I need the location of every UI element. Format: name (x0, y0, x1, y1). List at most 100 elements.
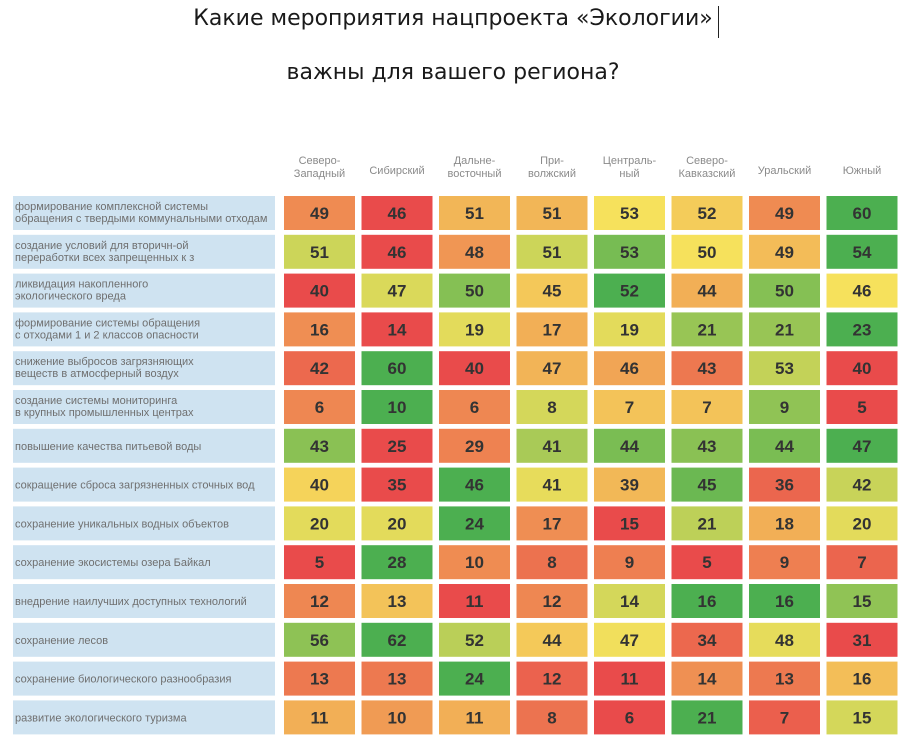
cell-value-label: 43 (698, 359, 717, 378)
cell-value-label: 44 (698, 282, 717, 301)
cell-value-label: 18 (775, 514, 794, 533)
heatmap-cell (594, 661, 665, 696)
heatmap-cell (516, 234, 588, 269)
cell-value-label: 16 (310, 320, 329, 339)
column-header-line: При- (540, 155, 564, 167)
row-label-background (13, 196, 275, 230)
heatmap-cell (516, 196, 588, 230)
row-label-line: внедрение наилучших доступных технологий (15, 596, 247, 608)
heatmap-cell (594, 467, 665, 502)
cell-value-label: 35 (388, 476, 407, 495)
cell-value-label: 56 (310, 631, 329, 650)
cell-value-label: 21 (698, 708, 717, 727)
column-header-line: Западный (294, 168, 345, 180)
row-label: ликвидация накопленного экологического вр… (15, 279, 148, 303)
column-header-line: Централь- (603, 155, 657, 167)
row-label-background (13, 273, 275, 308)
column-header-line: Кавказский (679, 168, 736, 180)
column-header: Централь-ный (603, 155, 657, 180)
row-label-line: формирование системы обращения (15, 317, 200, 329)
cell-value-label: 44 (620, 437, 639, 456)
heatmap-cell (284, 584, 355, 618)
row-label-line: снижение выбросов загрязняющих (15, 356, 194, 368)
heatmap-cell (361, 390, 433, 424)
cell-value-label: 46 (388, 204, 407, 223)
cell-value-label: 6 (625, 708, 634, 727)
heatmap-cell (516, 428, 588, 463)
row-label: сохранение биологического разнообразия (15, 674, 231, 686)
heatmap-cell (439, 622, 510, 657)
column-header-line: Северо- (299, 155, 341, 167)
cell-value-label: 39 (620, 476, 639, 495)
row-label-line: сохранение экосистемы озера Байкал (15, 557, 211, 569)
row-label-line: создание системы мониторинга (15, 395, 178, 407)
cell-value-label: 14 (698, 670, 717, 689)
cell-value-label: 45 (698, 476, 717, 495)
heatmap-cell (671, 234, 743, 269)
column-header-line: Северо- (686, 155, 728, 167)
cell-value-label: 10 (465, 553, 484, 572)
heatmap-cell (749, 467, 820, 502)
cell-value-label: 45 (543, 282, 562, 301)
heatmap-cell (284, 661, 355, 696)
heatmap-cell (749, 196, 820, 230)
cell-value-label: 53 (620, 204, 639, 223)
cell-value-label: 51 (465, 204, 484, 223)
cell-value-label: 19 (620, 320, 639, 339)
row-label-background (13, 351, 275, 386)
cell-value-label: 42 (853, 476, 872, 495)
cell-value-label: 21 (698, 514, 717, 533)
cell-value-label: 41 (543, 437, 562, 456)
cell-value-label: 40 (465, 359, 484, 378)
row-label: создание системы мониторинга в крупных пр… (15, 395, 194, 419)
row-label-background (13, 545, 275, 580)
heatmap-cell (671, 390, 743, 424)
heatmap-cell (284, 545, 355, 580)
heatmap-cell (671, 622, 743, 657)
heatmap-cell (516, 390, 588, 424)
heatmap-cell (439, 428, 510, 463)
cell-value-label: 54 (853, 243, 872, 262)
cell-value-label: 12 (543, 670, 562, 689)
row-label: снижение выбросов загрязняющих веществ в … (15, 356, 194, 380)
heatmap-cell (516, 467, 588, 502)
heatmap-cell (671, 700, 743, 735)
heatmap-cell (516, 312, 588, 347)
cell-value-label: 7 (702, 398, 711, 417)
heatmap-cell (826, 234, 898, 269)
cell-value-label: 15 (620, 514, 639, 533)
heatmap-cell (749, 545, 820, 580)
heatmap-cell (284, 196, 355, 230)
heatmap-cell (361, 506, 433, 541)
row-label-background (13, 234, 275, 269)
row-label-background (13, 312, 275, 347)
column-header-line: Сибирский (369, 165, 424, 177)
heatmap-cell (594, 428, 665, 463)
heatmap-cell (826, 661, 898, 696)
heatmap-cell (361, 545, 433, 580)
heatmap-cell (284, 234, 355, 269)
heatmap-cell (749, 428, 820, 463)
heatmap-cell (826, 312, 898, 347)
cell-value-label: 41 (543, 476, 562, 495)
heatmap-cell (826, 467, 898, 502)
heatmap-cell (594, 622, 665, 657)
heatmap-cell (284, 700, 355, 735)
chart-title-line-1: Какие мероприятия нацпроекта «Экологии» (193, 6, 713, 31)
heatmap-cell (439, 312, 510, 347)
cell-value-label: 7 (625, 398, 634, 417)
heatmap-cell (671, 661, 743, 696)
heatmap-cell (826, 622, 898, 657)
cell-value-label: 9 (625, 553, 634, 572)
cell-value-label: 11 (466, 708, 484, 727)
heatmap-cell (671, 428, 743, 463)
heatmap-cell (516, 273, 588, 308)
cell-value-label: 49 (310, 204, 329, 223)
heatmap-cell (594, 390, 665, 424)
cell-value-label: 50 (465, 282, 484, 301)
cell-value-label: 24 (465, 514, 484, 533)
heatmap-cell (671, 545, 743, 580)
row-label-line: с отходами 1 и 2 классов опасности (15, 329, 199, 341)
heatmap-cell (361, 234, 433, 269)
heatmap-cell (361, 196, 433, 230)
